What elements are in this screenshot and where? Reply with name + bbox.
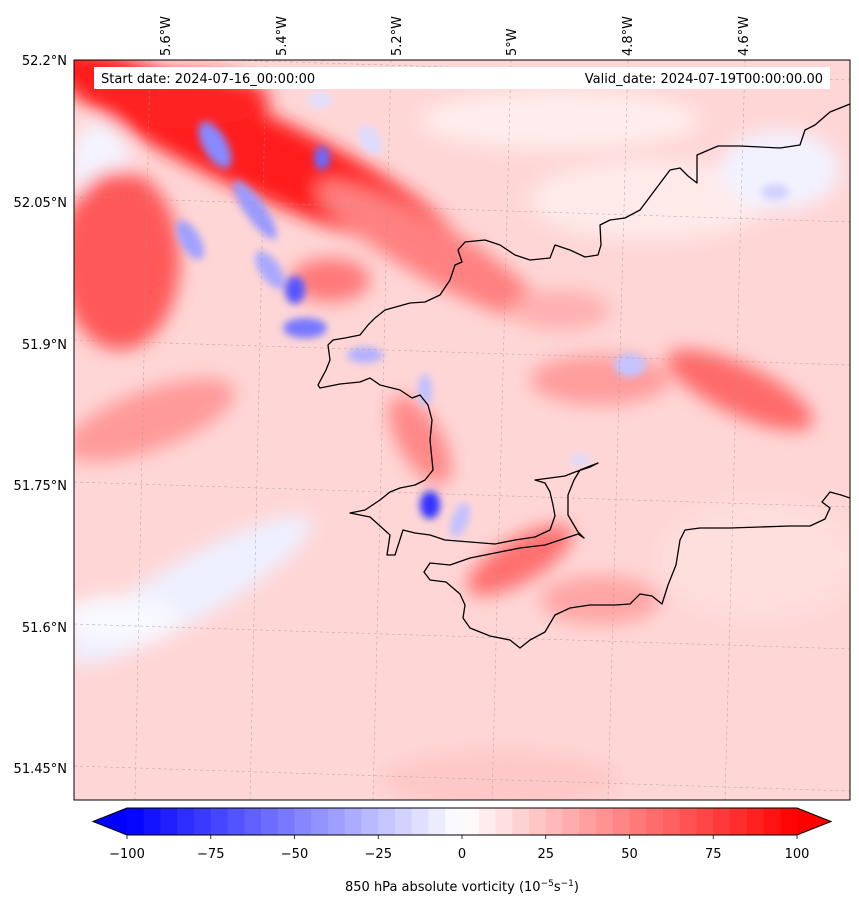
colorbar-step — [428, 808, 446, 835]
cbar-tick-minus-25: −25 — [365, 847, 392, 862]
colorbar-max-extension — [797, 808, 831, 835]
colorbar-step — [227, 808, 245, 835]
lat-label-51-9n: 51.9°N — [22, 338, 67, 353]
colorbar-step — [713, 808, 731, 835]
colorbar-step — [679, 808, 697, 835]
colorbar-tick-labels: −100 −75 −50 −25 0 25 50 75 100 — [109, 847, 809, 862]
colorbar-step — [529, 808, 547, 835]
lon-label-5w: 5°W — [505, 28, 520, 56]
vorticity-field — [74, 60, 850, 800]
colorbar-step — [127, 808, 145, 835]
colorbar-step — [160, 808, 178, 835]
colorbar-min-extension — [93, 808, 127, 835]
colorbar-step — [763, 808, 781, 835]
colorbar-step — [495, 808, 513, 835]
lat-label-52-2n: 52.2°N — [22, 54, 67, 69]
colorbar-step — [194, 808, 212, 835]
colorbar-step — [596, 808, 614, 835]
cbar-tick-75: 75 — [705, 847, 722, 862]
latitude-labels: 52.2°N 52.05°N 51.9°N 51.75°N 51.6°N 51.… — [14, 54, 67, 777]
start-date-label: Start date: 2024-07-16_00:00:00 — [101, 72, 315, 87]
colorbar-step — [143, 808, 161, 835]
cbar-tick-minus-100: −100 — [109, 847, 145, 862]
colorbar-step — [411, 808, 429, 835]
colorbar-step — [629, 808, 647, 835]
colorbar-step — [294, 808, 312, 835]
colorbar-step — [545, 808, 563, 835]
colorbar-step — [361, 808, 379, 835]
colorbar-step — [210, 808, 228, 835]
colorbar-step — [562, 808, 580, 835]
lon-label-5-2w: 5.2°W — [390, 16, 405, 56]
cbar-tick-minus-75: −75 — [197, 847, 224, 862]
lon-label-5-6w: 5.6°W — [159, 16, 174, 56]
colorbar-step — [344, 808, 362, 835]
lon-label-4-6w: 4.6°W — [737, 16, 752, 56]
cbar-tick-0: 0 — [458, 847, 466, 862]
lat-label-51-6n: 51.6°N — [22, 621, 67, 636]
colorbar-step — [277, 808, 295, 835]
valid-date-label: Valid_date: 2024-07-19T00:00:00.00 — [585, 72, 823, 87]
colorbar-step — [579, 808, 597, 835]
longitude-labels: 5.6°W 5.4°W 5.2°W 5°W 4.8°W 4.6°W — [159, 16, 752, 56]
colorbar-step — [730, 808, 748, 835]
colorbar-step — [780, 808, 798, 835]
vorticity-small-features — [176, 92, 789, 538]
colorbar-step — [478, 808, 496, 835]
info-box — [94, 67, 830, 89]
lat-label-52-05n: 52.05°N — [14, 196, 67, 211]
colorbar-step — [261, 808, 279, 835]
lon-label-4-8w: 4.8°W — [621, 16, 636, 56]
colorbar-step — [746, 808, 764, 835]
colorbar-step — [612, 808, 630, 835]
colorbar-step — [244, 808, 262, 835]
cbar-tick-minus-50: −50 — [281, 847, 308, 862]
lat-label-51-75n: 51.75°N — [14, 479, 67, 494]
colorbar-step — [696, 808, 714, 835]
cbar-tick-50: 50 — [621, 847, 638, 862]
coastline — [317, 103, 850, 649]
colorbar-steps — [127, 808, 798, 835]
colorbar-step — [445, 808, 463, 835]
colorbar-step — [646, 808, 664, 835]
colorbar-step — [512, 808, 530, 835]
colorbar: −100 −75 −50 −25 0 25 50 75 100 850 hPa … — [91, 807, 833, 895]
cbar-tick-100: 100 — [785, 847, 810, 862]
map-frame — [73, 59, 851, 801]
colorbar-label: 850 hPa absolute vorticity (10−5s−1) — [345, 879, 579, 895]
lat-label-51-45n: 51.45°N — [14, 762, 67, 777]
colorbar-ticks — [126, 835, 798, 839]
colorbar-step — [328, 808, 346, 835]
vorticity-map: Start date: 2024-07-16_00:00:00 Valid_da… — [74, 60, 850, 800]
colorbar-step — [311, 808, 329, 835]
colorbar-step — [177, 808, 195, 835]
colorbar-step — [378, 808, 396, 835]
lon-label-5-4w: 5.4°W — [275, 16, 290, 56]
colorbar-step — [395, 808, 413, 835]
colorbar-step — [663, 808, 681, 835]
colorbar-step — [462, 808, 480, 835]
cbar-tick-25: 25 — [537, 847, 554, 862]
